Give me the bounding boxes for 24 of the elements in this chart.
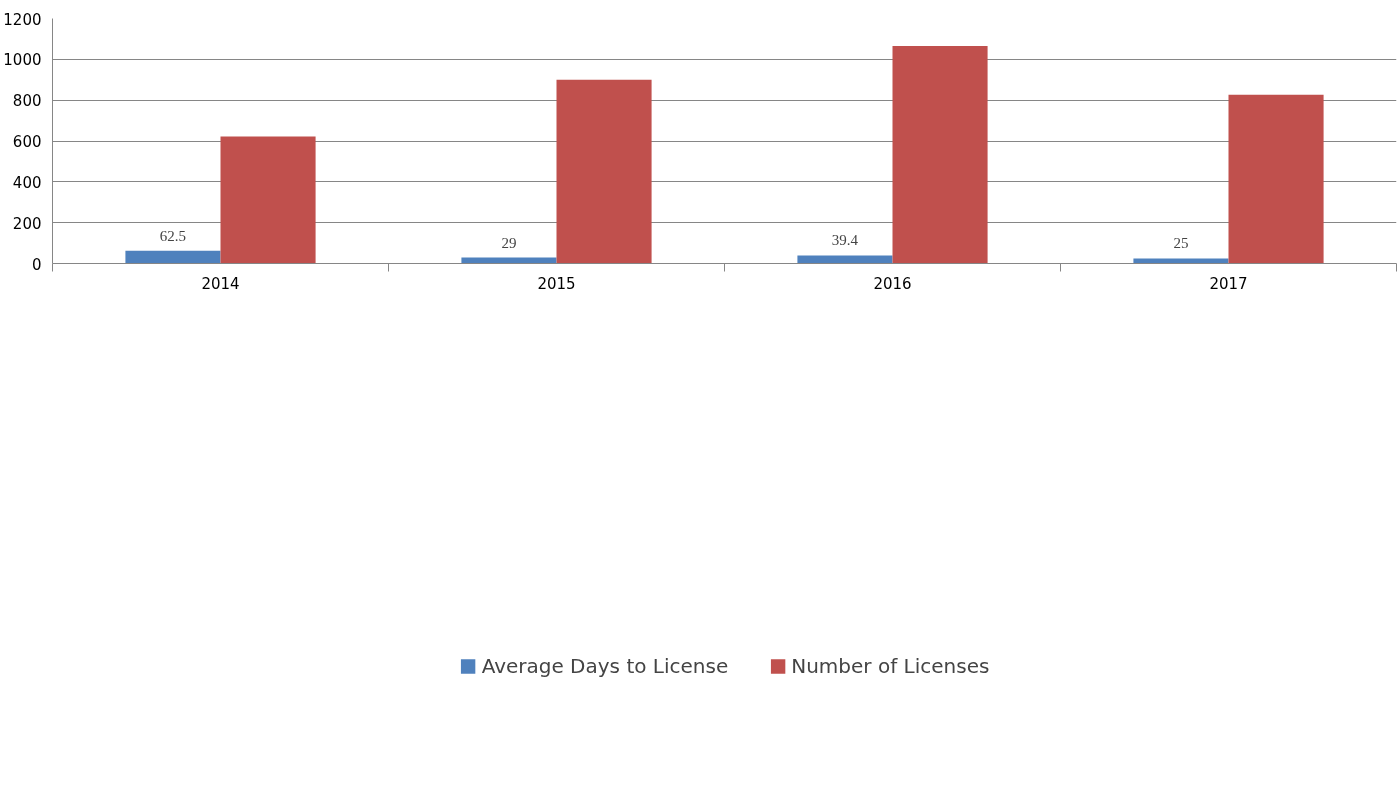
data-label: 25 (1173, 235, 1189, 252)
x-tick-label: 2016 (873, 274, 912, 293)
bar (797, 255, 893, 264)
bar (1133, 258, 1229, 264)
bar (125, 250, 221, 264)
y-tick-label: 600 (12, 133, 42, 151)
bar (892, 46, 988, 264)
x-tick-label: 2015 (537, 274, 576, 293)
y-tick-label: 0 (31, 255, 42, 274)
y-tick-label: 1200 (3, 10, 42, 29)
bar (1228, 94, 1324, 264)
bar (220, 136, 316, 264)
legend-label: Number of Licenses (791, 654, 990, 678)
x-tick-label: 2014 (201, 274, 240, 293)
y-tick-label: 400 (12, 173, 42, 192)
data-label: 39.4 (831, 232, 859, 249)
y-tick-label: 800 (12, 92, 42, 111)
legend-label: Average Days to License (481, 654, 729, 678)
y-tick-label: 1000 (3, 51, 42, 70)
data-label: 29 (501, 234, 517, 251)
x-tick-label: 2017 (1209, 274, 1248, 293)
bar (556, 79, 652, 264)
data-label: 62.5 (159, 227, 187, 244)
y-tick-label: 200 (12, 214, 42, 233)
